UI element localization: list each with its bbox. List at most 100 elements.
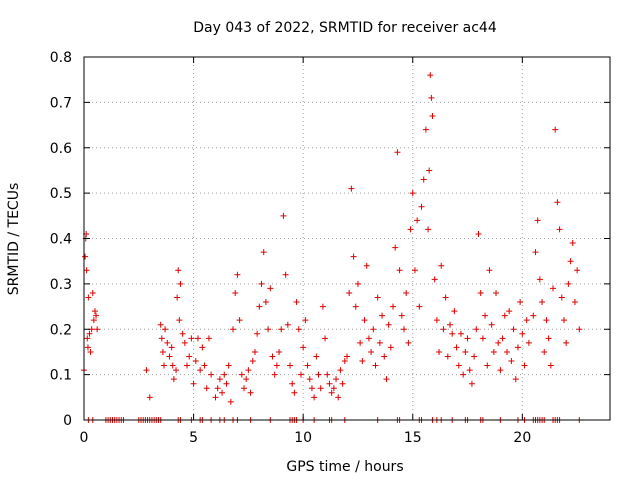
data-point (374, 294, 381, 301)
data-point (219, 389, 226, 396)
data-point (503, 348, 510, 355)
data-point (84, 344, 91, 351)
data-point (280, 212, 287, 219)
data-point (160, 362, 167, 369)
data-point (194, 335, 201, 342)
data-point (409, 190, 416, 197)
data-point (466, 367, 473, 374)
data-point (330, 385, 337, 392)
data-point (379, 312, 386, 319)
data-point (291, 389, 298, 396)
data-point (146, 394, 153, 401)
data-point (84, 335, 91, 342)
data-point (86, 330, 93, 337)
data-point (300, 344, 307, 351)
data-point (517, 299, 524, 306)
data-point (354, 280, 361, 287)
data-point (289, 380, 296, 387)
data-point (265, 326, 272, 333)
data-point (558, 294, 565, 301)
data-point (287, 362, 294, 369)
data-point (247, 389, 254, 396)
y-tick-label: 0.2 (50, 322, 72, 338)
data-point (348, 185, 355, 192)
data-point (157, 321, 164, 328)
data-point (411, 267, 418, 274)
data-point (232, 289, 239, 296)
axis-ticks (83, 56, 610, 421)
data-point (87, 348, 94, 355)
grid-lines (84, 57, 610, 420)
data-point (230, 326, 237, 333)
data-point (396, 267, 403, 274)
data-point (214, 385, 221, 392)
data-point (174, 294, 181, 301)
data-point (418, 203, 425, 210)
data-point (512, 376, 519, 383)
data-point (201, 362, 208, 369)
data-point (447, 321, 454, 328)
data-point (501, 312, 508, 319)
data-point (436, 348, 443, 355)
data-point (536, 276, 543, 283)
data-point (89, 289, 96, 296)
data-point (90, 317, 97, 324)
data-point (414, 217, 421, 224)
data-point (304, 362, 311, 369)
x-tick-label: 10 (294, 430, 312, 446)
data-point (192, 358, 199, 365)
data-point (510, 326, 517, 333)
data-point (565, 280, 572, 287)
tick-labels: 0 5 10 15 20 0 0.1 0.2 0.3 0.4 0.5 0.6 0.7 0.8 (50, 50, 532, 446)
data-point (523, 317, 530, 324)
data-point (297, 371, 304, 378)
x-tick-label: 15 (404, 430, 422, 446)
data-point (392, 244, 399, 251)
x-tick-label: 5 (189, 430, 198, 446)
data-point (514, 344, 521, 351)
data-point (169, 362, 176, 369)
y-tick-label: 0.5 (50, 186, 72, 202)
data-point (322, 335, 329, 342)
data-point (400, 326, 407, 333)
data-point (337, 367, 344, 374)
data-point (328, 389, 335, 396)
data-point (576, 326, 583, 333)
data-point (83, 267, 90, 274)
data-point (245, 367, 252, 374)
data-point (403, 289, 410, 296)
data-point (543, 317, 550, 324)
data-point (444, 353, 451, 360)
data-point (365, 335, 372, 342)
data-point (457, 330, 464, 337)
data-point (254, 330, 261, 337)
data-point (569, 240, 576, 247)
data-point (552, 126, 559, 133)
data-point (381, 353, 388, 360)
data-point (267, 285, 274, 292)
data-point (486, 267, 493, 274)
data-point (440, 326, 447, 333)
data-point (359, 358, 366, 365)
data-point (453, 344, 460, 351)
data-point (416, 303, 423, 310)
data-point (186, 353, 193, 360)
data-point (173, 367, 180, 374)
data-point (468, 380, 475, 387)
data-point (475, 230, 482, 237)
data-point (387, 344, 394, 351)
chart-title: Day 043 of 2022, SRMTID for receiver ac4… (193, 20, 497, 36)
data-point (333, 376, 340, 383)
data-point (262, 299, 269, 306)
data-point (93, 312, 100, 319)
data-point (168, 344, 175, 351)
data-point (221, 371, 228, 378)
data-point (271, 371, 278, 378)
x-axis-label: GPS time / hours (286, 459, 403, 475)
data-point (571, 299, 578, 306)
data-point (385, 321, 392, 328)
data-point (525, 339, 532, 346)
